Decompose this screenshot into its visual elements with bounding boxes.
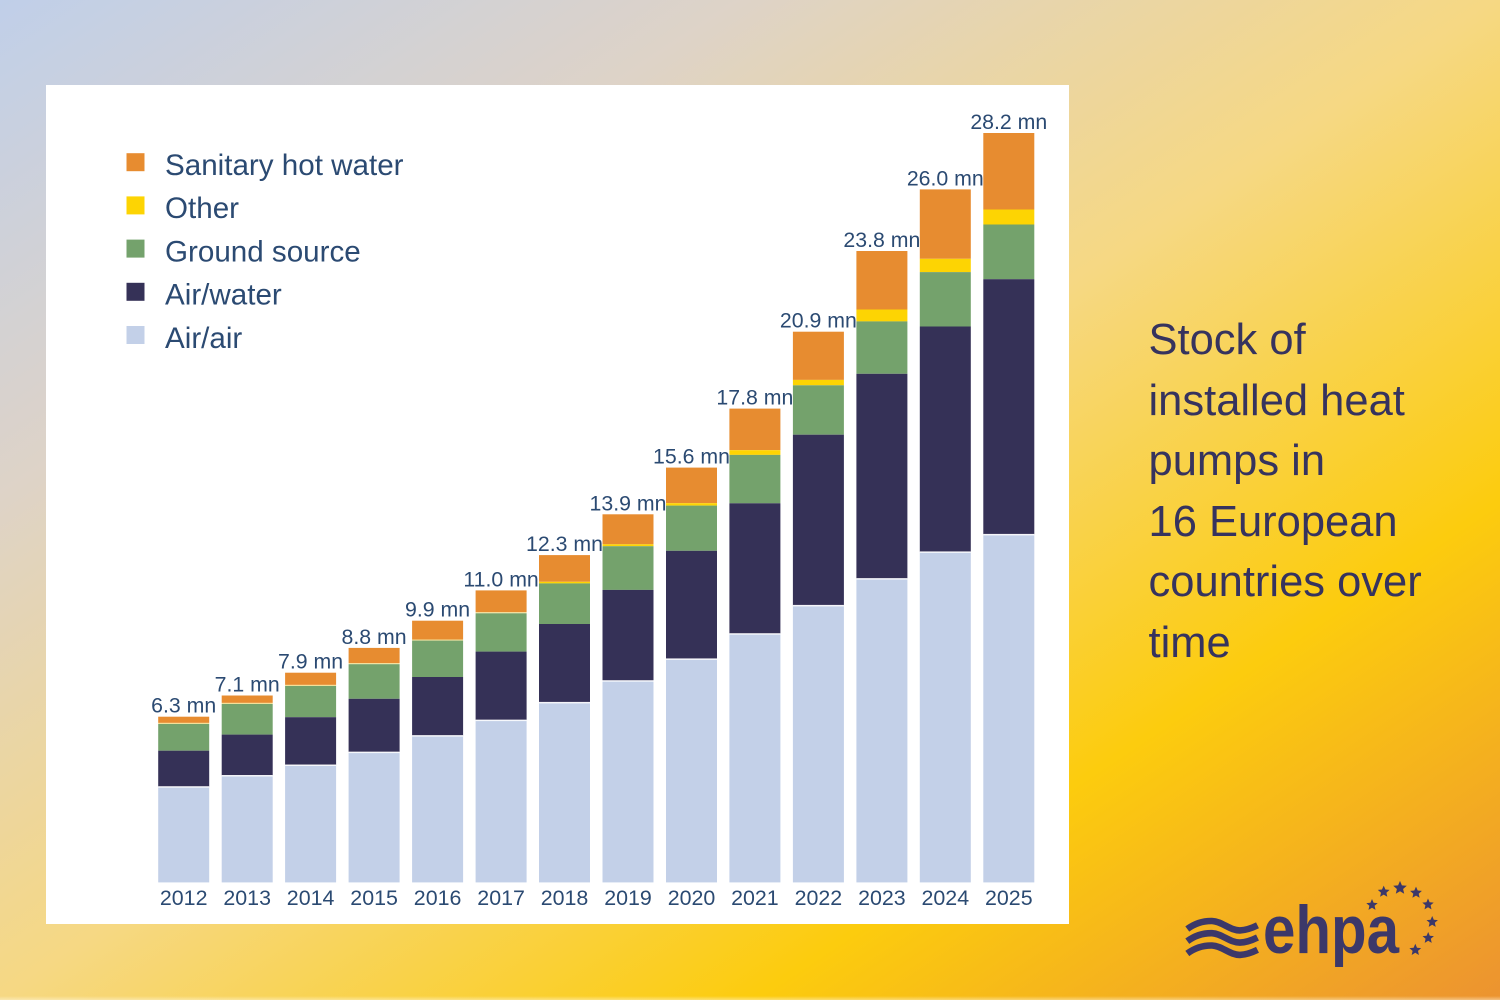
svg-text:13.9 mn: 13.9 mn bbox=[590, 491, 667, 515]
svg-text:7.1 mn: 7.1 mn bbox=[215, 673, 280, 697]
svg-text:2012: 2012 bbox=[160, 886, 208, 910]
svg-text:2018: 2018 bbox=[541, 886, 589, 910]
svg-text:9.9 mn: 9.9 mn bbox=[405, 598, 470, 622]
svg-text:2020: 2020 bbox=[668, 886, 716, 910]
svg-text:26.0 mn: 26.0 mn bbox=[907, 166, 984, 190]
svg-text:2017: 2017 bbox=[477, 886, 525, 910]
svg-text:2022: 2022 bbox=[795, 886, 843, 910]
svg-text:2019: 2019 bbox=[604, 886, 652, 910]
svg-text:2024: 2024 bbox=[922, 886, 970, 910]
svg-text:6.3 mn: 6.3 mn bbox=[151, 694, 216, 718]
svg-text:20.9 mn: 20.9 mn bbox=[780, 309, 857, 333]
svg-text:15.6 mn: 15.6 mn bbox=[653, 445, 730, 469]
svg-text:ehpa: ehpa bbox=[1263, 892, 1400, 968]
svg-text:8.8 mn: 8.8 mn bbox=[342, 625, 407, 649]
svg-text:2016: 2016 bbox=[414, 886, 462, 910]
svg-text:12.3 mn: 12.3 mn bbox=[526, 532, 603, 556]
svg-text:2023: 2023 bbox=[858, 886, 906, 910]
svg-text:2015: 2015 bbox=[350, 886, 398, 910]
svg-text:Sanitary hot water: Sanitary hot water bbox=[165, 149, 404, 182]
svg-text:2014: 2014 bbox=[287, 886, 335, 910]
svg-text:2025: 2025 bbox=[985, 886, 1033, 910]
svg-text:28.2 mn: 28.2 mn bbox=[970, 110, 1047, 134]
svg-text:7.9 mn: 7.9 mn bbox=[278, 650, 343, 674]
svg-text:11.0 mn: 11.0 mn bbox=[463, 567, 538, 591]
svg-text:Air/air: Air/air bbox=[165, 322, 242, 355]
svg-text:Other: Other bbox=[165, 192, 239, 225]
svg-text:2021: 2021 bbox=[731, 886, 779, 910]
svg-text:Air/water: Air/water bbox=[165, 279, 282, 312]
svg-text:17.8 mn: 17.8 mn bbox=[716, 386, 793, 410]
svg-text:2013: 2013 bbox=[223, 886, 271, 910]
svg-text:Ground source: Ground source bbox=[165, 235, 361, 268]
svg-text:23.8 mn: 23.8 mn bbox=[843, 228, 920, 252]
